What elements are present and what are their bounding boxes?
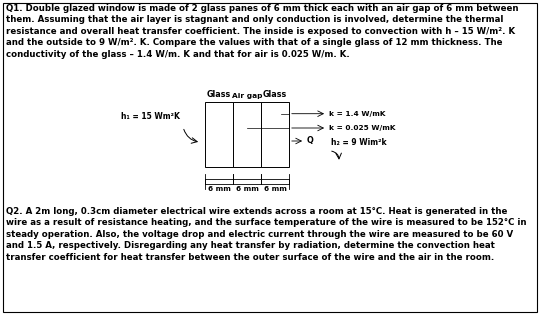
Text: 6 mm: 6 mm	[207, 186, 231, 192]
Text: 6 mm: 6 mm	[264, 186, 286, 192]
Text: Air gap: Air gap	[232, 93, 262, 99]
Text: h₂ = 9 Wim²k: h₂ = 9 Wim²k	[331, 138, 387, 147]
Text: Q2. A 2m long, 0.3cm diameter electrical wire extends across a room at 15°C. Hea: Q2. A 2m long, 0.3cm diameter electrical…	[6, 207, 526, 262]
Text: Q: Q	[307, 136, 314, 146]
Text: Glass: Glass	[263, 90, 287, 99]
Text: 6 mm: 6 mm	[235, 186, 259, 192]
Bar	[205, 102, 233, 167]
Bar	[261, 102, 289, 167]
Bar	[233, 102, 261, 167]
Text: Glass: Glass	[207, 90, 231, 99]
Text: k = 0.025 W/mK: k = 0.025 W/mK	[329, 125, 395, 131]
Text: Q1. Double glazed window is made of 2 glass panes of 6 mm thick each with an air: Q1. Double glazed window is made of 2 gl…	[6, 4, 518, 59]
Text: k = 1.4 W/mK: k = 1.4 W/mK	[329, 111, 386, 117]
Text: h₁ = 15 Wm²K: h₁ = 15 Wm²K	[120, 112, 179, 121]
